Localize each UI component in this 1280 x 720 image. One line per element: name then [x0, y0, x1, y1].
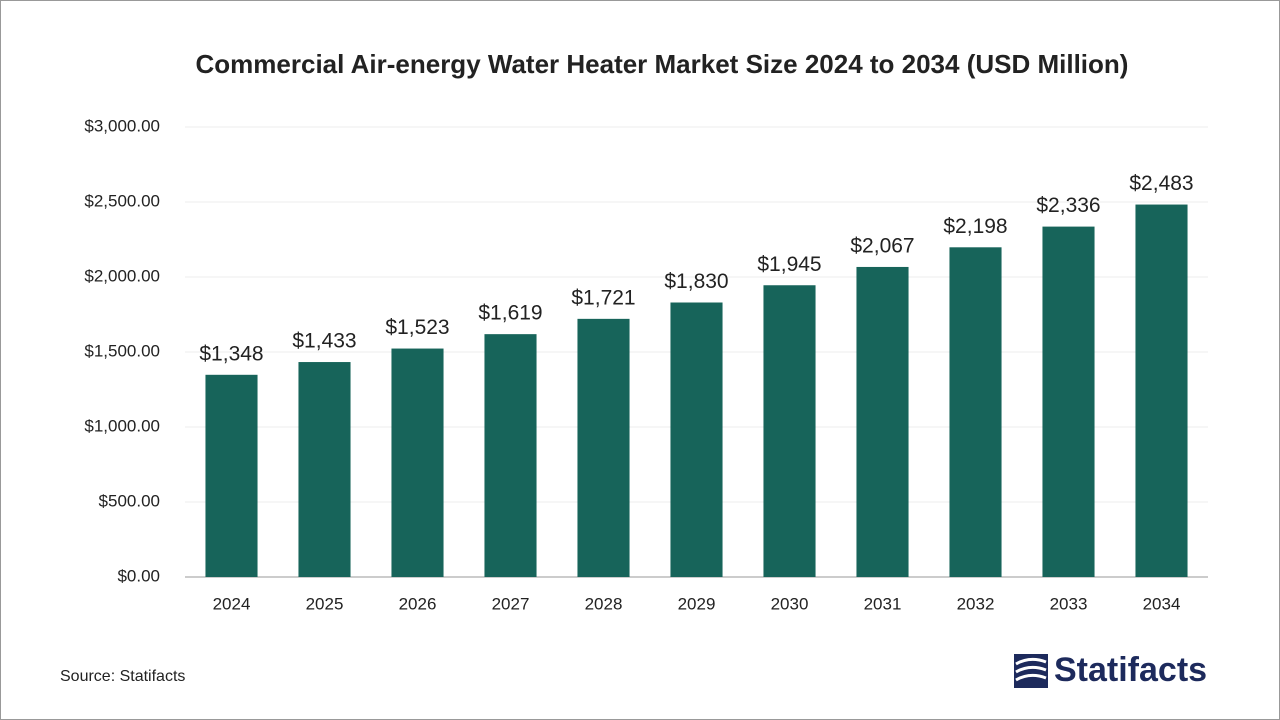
- bar: [856, 266, 909, 577]
- x-tick-label: 2024: [213, 594, 251, 613]
- y-tick-label: $2,000.00: [84, 266, 160, 285]
- bar: [670, 302, 723, 577]
- bar: [1135, 204, 1188, 578]
- bar: [484, 334, 537, 577]
- x-tick-label: 2026: [399, 594, 437, 613]
- y-tick-label: $3,000.00: [84, 116, 160, 135]
- value-label: $2,067: [850, 234, 914, 257]
- x-tick-label: 2032: [957, 594, 995, 613]
- logo: Statifacts: [1054, 651, 1207, 689]
- x-tick-label: 2029: [678, 594, 716, 613]
- logo-icon: [1014, 654, 1048, 688]
- y-tick-label: $1,000.00: [84, 416, 160, 435]
- bar: [763, 285, 816, 577]
- value-label: $1,945: [757, 253, 821, 276]
- bar: [577, 318, 630, 577]
- x-tick-label: 2025: [306, 594, 344, 613]
- value-label: $1,523: [385, 316, 449, 339]
- value-label: $2,483: [1129, 172, 1193, 195]
- bar: [391, 348, 444, 577]
- value-label: $2,336: [1036, 194, 1100, 217]
- x-tick-label: 2030: [771, 594, 809, 613]
- x-tick-label: 2027: [492, 594, 530, 613]
- value-label: $1,721: [571, 286, 635, 309]
- bar: [205, 374, 258, 577]
- value-label: $1,348: [199, 342, 263, 365]
- source: Source: Statifacts: [60, 668, 185, 685]
- y-tick-label: $2,500.00: [84, 191, 160, 210]
- x-tick-label: 2028: [585, 594, 623, 613]
- x-tick-label: 2031: [864, 594, 902, 613]
- value-label: $1,433: [292, 330, 356, 353]
- x-tick-label: 2034: [1143, 594, 1181, 613]
- value-label: $1,830: [664, 270, 728, 293]
- chart-title: Commercial Air-energy Water Heater Marke…: [196, 49, 1129, 79]
- x-tick-label: 2033: [1050, 594, 1088, 613]
- value-label: $1,619: [478, 302, 542, 325]
- y-tick-label: $1,500.00: [84, 341, 160, 360]
- bar: [1042, 226, 1095, 577]
- y-tick-label: $500.00: [99, 491, 160, 510]
- bar: [298, 362, 351, 577]
- bar: [949, 247, 1002, 578]
- y-tick-label: $0.00: [117, 566, 160, 585]
- value-label: $2,198: [943, 215, 1007, 238]
